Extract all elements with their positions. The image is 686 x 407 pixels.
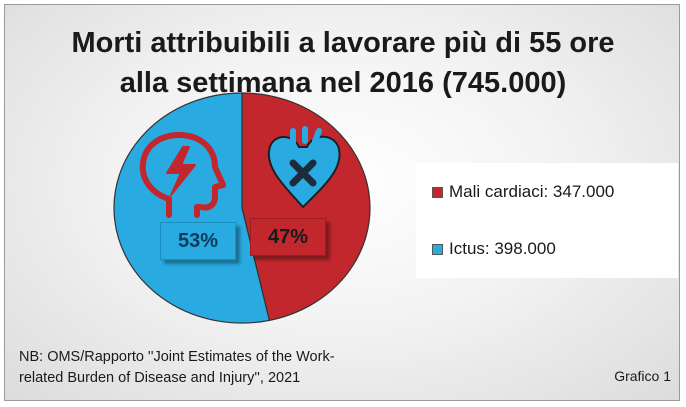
legend-item-ictus: Ictus: 398.000 <box>432 239 556 259</box>
pie-label-mali-cardiaci: 47% <box>250 218 326 256</box>
chart-title-line-1: Morti attribuibili a lavorare più di 55 … <box>71 27 615 59</box>
legend-swatch-mali-cardiaci <box>432 186 443 198</box>
head-stroke-icon <box>139 132 226 218</box>
legend-label-mali-cardiaci: Mali cardiaci: 347.000 <box>449 182 615 201</box>
chart-frame: Morti attribuibili a lavorare più di 55 … <box>4 4 680 401</box>
chart-title-line-2: alla settimana nel 2016 (745.000) <box>119 67 567 99</box>
source-note-line-1: NB: OMS/Rapporto ''Joint Estimates of th… <box>19 349 335 365</box>
source-note: NB: OMS/Rapporto ''Joint Estimates of th… <box>19 347 419 389</box>
legend: Mali cardiaci: 347.000 Ictus: 398.000 <box>416 163 678 278</box>
pie-chart <box>113 92 371 324</box>
legend-item-mali-cardiaci: Mali cardiaci: 347.000 <box>432 182 614 202</box>
source-note-line-2: related Burden of Disease and Injury'', … <box>19 370 301 386</box>
chart-title: Morti attribuibili a lavorare più di 55 … <box>5 23 681 103</box>
pie-label-ictus: 53% <box>160 222 236 260</box>
pie-slice-ictus <box>113 92 271 324</box>
figure-label: Grafico 1 <box>614 368 671 384</box>
legend-label-ictus: Ictus: 398.000 <box>449 239 556 258</box>
heart-icon <box>267 126 341 209</box>
legend-swatch-ictus <box>432 243 443 255</box>
